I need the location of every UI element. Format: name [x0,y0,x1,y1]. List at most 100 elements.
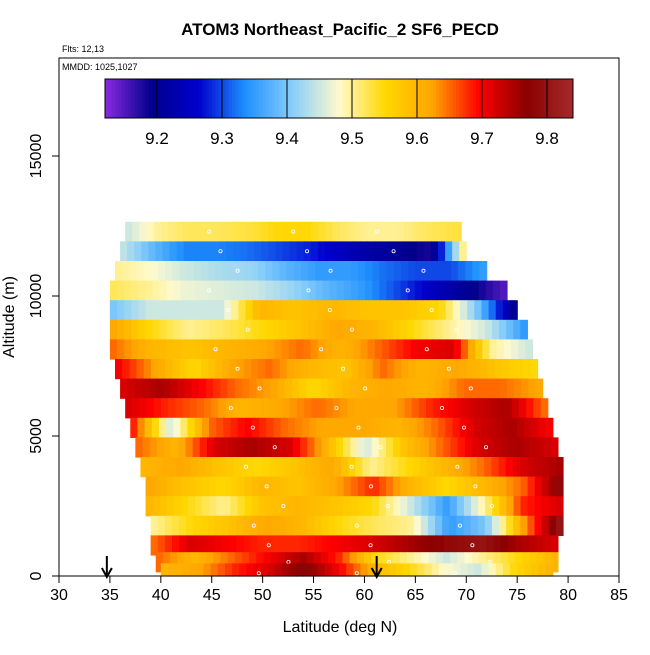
sample-point [257,386,262,391]
heatmap-cell [433,398,441,419]
heatmap-cell [216,476,224,497]
colorbar-segment [509,79,514,118]
heatmap-cell [250,535,259,556]
heatmap-cell [350,319,359,340]
heatmap-cell [265,359,274,380]
heatmap-cell [513,378,522,399]
heatmap-row [120,378,544,399]
heatmap-cell [425,221,434,242]
heatmap-cell [293,535,302,556]
heatmap-cell [531,563,540,577]
heatmap-cell [536,552,545,573]
heatmap-cell [502,417,511,438]
heatmap-cell [280,280,288,301]
heatmap-cell [429,437,437,458]
heatmap-cell [202,476,210,497]
heatmap-cell [159,476,168,497]
heatmap-cell [493,535,502,556]
heatmap-cell [224,339,233,360]
colorbar-segment [252,79,256,118]
colorbar-segment [108,79,113,118]
heatmap-cell [246,398,255,419]
heatmap-cell [318,221,326,242]
heatmap-cell [245,339,254,360]
colorbar-tick-label: 9.2 [145,129,169,148]
heatmap-cell [136,261,145,282]
heatmap-cell [166,417,174,438]
heatmap-cell [294,280,302,301]
heatmap-cell [487,359,496,380]
heatmap-cell [148,241,157,262]
heatmap-cell [385,378,393,399]
heatmap-cell [456,496,465,517]
heatmap-cell [224,563,233,577]
sample-point [446,366,451,371]
heatmap-cell [267,339,276,360]
heatmap-cell [390,398,398,419]
heatmap-cell [500,437,509,458]
heatmap-cell [499,280,508,301]
colorbar-segment [442,79,447,118]
heatmap-cell [520,515,529,536]
heatmap-cell [258,476,267,497]
heatmap-cell [383,398,391,419]
heatmap-row [145,476,564,497]
heatmap-cell [199,437,208,458]
heatmap-cell [364,319,373,340]
heatmap-cell [442,378,451,399]
heatmap-cell [472,261,481,282]
colorbar-segment [409,79,414,118]
heatmap-cell [303,241,312,262]
heatmap-cell [244,496,253,517]
heatmap-cell [265,280,274,301]
heatmap-cell [372,261,381,282]
heatmap-cell [206,378,214,399]
heatmap-cell [435,552,444,573]
heatmap-cell [173,476,182,497]
heatmap-cell [443,552,451,573]
heatmap-cell [219,457,227,478]
heatmap-cell [247,241,255,262]
heatmap-cell [259,300,268,321]
heatmap-cell [324,241,333,262]
heatmap-cell [520,476,529,497]
heatmap-cell [174,300,182,321]
heatmap-cell [471,280,480,301]
heatmap-cell [327,378,336,399]
heatmap-cell [369,457,378,478]
heatmap-cell [408,261,416,282]
sample-point [462,425,467,430]
heatmap-cell [278,437,287,458]
heatmap-cell [483,398,492,419]
heatmap-cell [271,437,280,458]
heatmap-cell [301,280,310,301]
heatmap-cell [555,496,564,517]
heatmap-cell [244,476,253,497]
sample-point [349,464,354,469]
heatmap-cell [271,515,280,536]
heatmap-cell [193,535,202,556]
colorbar-segment [472,79,477,118]
sample-point [470,543,475,548]
heatmap-cell [129,261,138,282]
heatmap-cell [372,535,380,556]
heatmap-cell [425,398,434,419]
heatmap-cell [187,319,196,340]
heatmap-cell [202,280,210,301]
heatmap-cell [479,261,488,282]
sample-point [328,268,333,273]
colorbar-segment [191,79,196,118]
heatmap-cell [179,261,188,282]
heatmap-cell [331,563,340,577]
heatmap-cell [190,241,199,262]
heatmap-cell [450,261,459,282]
colorbar-segment [566,79,571,118]
heatmap-cell [237,417,246,438]
colorbar-segment [141,79,146,118]
heatmap-cell [245,300,254,321]
colorbar-segment [539,79,544,118]
heatmap-cell [378,515,386,536]
heatmap-cell [538,417,547,438]
heatmap-cell [188,476,196,497]
heatmap-cell [422,359,431,380]
